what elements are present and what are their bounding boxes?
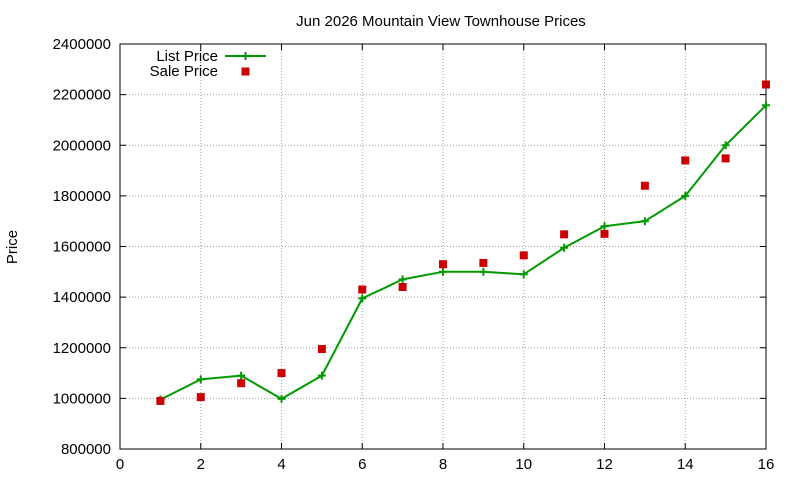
legend-label-list-price: List Price <box>156 48 218 65</box>
sale-price-point <box>358 285 367 294</box>
legend-swatch-sale-price <box>241 67 250 76</box>
list-price-point <box>600 222 609 231</box>
x-tick-label: 14 <box>677 456 694 473</box>
y-tick-label: 1000000 <box>53 390 111 407</box>
series-layer <box>156 80 770 405</box>
list-price-point <box>317 371 326 380</box>
sale-price-point <box>600 229 609 238</box>
x-tick-label: 4 <box>277 456 285 473</box>
legend: List Price Sale Price <box>150 48 266 80</box>
sale-price-point <box>681 156 690 165</box>
sale-price-point <box>640 181 649 190</box>
chart-title: Jun 2026 Mountain View Townhouse Prices <box>296 13 586 30</box>
sale-price-point <box>519 251 528 260</box>
list-price-line <box>159 104 767 401</box>
sale-price-point <box>317 345 326 354</box>
legend-marker-list-price <box>241 52 250 60</box>
x-tick-label: 12 <box>596 456 613 473</box>
grid-lines <box>119 43 767 450</box>
sale-price-point <box>196 393 205 402</box>
list-price-point <box>560 243 569 252</box>
list-price-point <box>762 101 770 110</box>
list-price-point <box>277 394 286 403</box>
y-tick-label: 1200000 <box>53 340 111 357</box>
x-tick-label: 16 <box>758 456 775 473</box>
list-price-point <box>721 141 730 150</box>
y-tick-label: 2000000 <box>53 137 111 154</box>
list-price-point <box>196 375 205 384</box>
y-tick-label: 800000 <box>61 441 111 458</box>
y-tick-label: 1600000 <box>53 239 111 256</box>
legend-plus-marker <box>241 52 250 60</box>
legend-label-sale-price: Sale Price <box>150 63 218 80</box>
sale-price-point <box>762 80 770 89</box>
y-axis-label: Price <box>4 230 21 264</box>
list-price-point <box>681 191 690 200</box>
x-tick-label: 6 <box>358 456 366 473</box>
axis-ticks: 800000 1000000 1200000 1400000 1600000 180000… <box>53 36 775 473</box>
list-price-point <box>237 371 246 380</box>
y-tick-label: 1400000 <box>53 289 111 306</box>
sale-price-point <box>439 260 447 269</box>
list-price-point <box>479 267 488 276</box>
x-tick-label: 2 <box>197 456 205 473</box>
list-price-point <box>519 270 528 279</box>
x-tick-label: 10 <box>515 456 532 473</box>
list-price-point <box>640 217 649 226</box>
y-tick-label: 1800000 <box>53 188 111 205</box>
plot-frame <box>119 43 767 450</box>
sale-price-point <box>479 258 488 267</box>
x-tick-label: 0 <box>116 456 124 473</box>
sale-price-point <box>560 230 569 239</box>
sale-price-point <box>277 369 286 378</box>
y-tick-label: 2400000 <box>53 36 111 53</box>
list-price-point <box>398 275 407 284</box>
y-tick-label: 2200000 <box>53 87 111 104</box>
x-tick-label: 8 <box>439 456 447 473</box>
sale-price-point <box>721 154 730 163</box>
sale-price-point <box>156 396 165 405</box>
list-price-point <box>358 294 367 303</box>
sale-price-point <box>398 283 407 291</box>
list-price-point <box>439 267 447 276</box>
sale-price-point <box>237 379 246 388</box>
